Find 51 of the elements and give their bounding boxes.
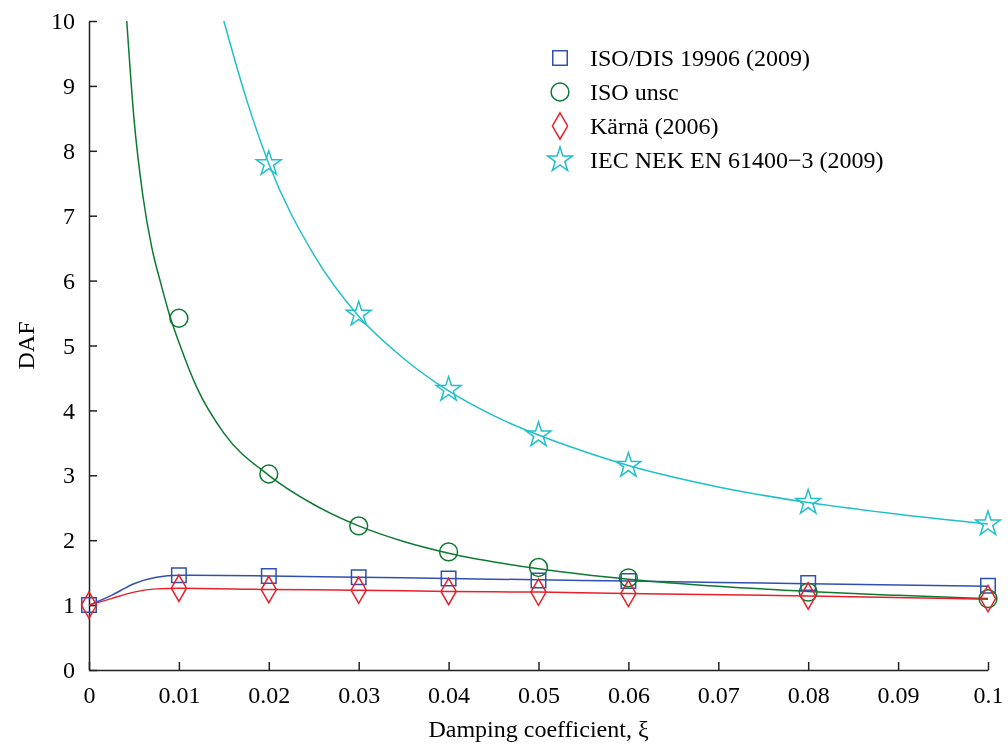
y-tick-label: 1 [63, 592, 75, 619]
x-axis-title: Damping coefficient, ξ [428, 716, 649, 742]
x-tick-label: 0.06 [607, 682, 650, 709]
y-tick-label: 3 [63, 462, 75, 489]
point [255, 150, 282, 176]
y-tick-label: 6 [63, 267, 75, 294]
point [620, 573, 637, 590]
legend-label: ISO unsc [590, 79, 679, 105]
y-tick-label: 10 [51, 8, 75, 35]
x-tick-label: 0.1 [973, 682, 1004, 709]
x-tick-label: 0.03 [338, 682, 381, 709]
point [260, 567, 277, 584]
x-tick-label: 0.08 [787, 682, 830, 709]
point [800, 575, 817, 592]
point [618, 568, 639, 588]
y-tick-label: 0 [63, 657, 75, 684]
x-tick-label: 0.05 [518, 682, 560, 709]
y-tick-label: 7 [63, 202, 75, 229]
x-tick-label: 0.04 [428, 682, 471, 709]
point [170, 567, 187, 584]
legend-label: IEC NEK EN 61400−3 (2009) [590, 147, 884, 173]
point [974, 510, 1002, 536]
point [259, 464, 279, 484]
point [525, 421, 552, 447]
x-tick-label: 0.01 [158, 682, 201, 709]
point [978, 588, 998, 609]
point [795, 488, 822, 514]
point [350, 569, 367, 586]
legend-label: ISO/DIS 19906 (2009) [590, 45, 810, 71]
point [435, 375, 462, 401]
y-tick-label: 2 [63, 527, 75, 554]
point [440, 570, 457, 587]
point [980, 577, 996, 594]
x-tick-label: 0.09 [877, 682, 920, 709]
y-tick-label: 4 [63, 397, 75, 424]
legend-label: Kärnä (2006) [590, 113, 719, 139]
point [798, 582, 818, 602]
y-tick-label: 9 [63, 73, 75, 100]
y-axis-title: DAF [13, 321, 39, 370]
point [349, 516, 369, 536]
point [615, 451, 642, 477]
x-tick-label: 0.02 [248, 682, 291, 709]
point [530, 572, 547, 589]
point [438, 542, 459, 562]
point [528, 557, 549, 578]
x-tick-label: 0.07 [697, 682, 740, 709]
y-tick-label: 8 [63, 137, 75, 164]
x-tick-label: 0 [83, 682, 96, 709]
y-tick-label: 5 [63, 332, 75, 359]
point [169, 308, 189, 328]
point [345, 300, 372, 326]
